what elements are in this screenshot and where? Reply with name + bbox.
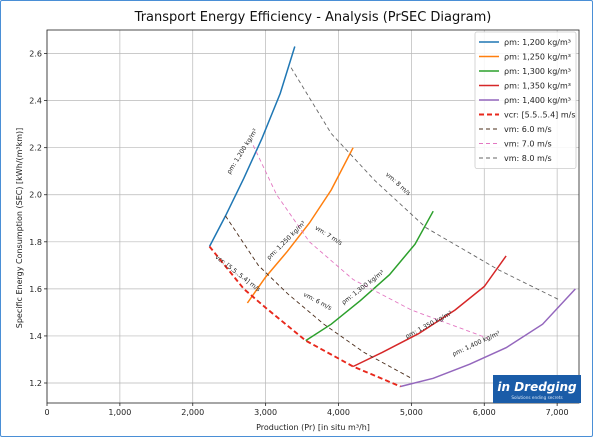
logo-box bbox=[493, 375, 581, 403]
series-line-6 bbox=[225, 215, 412, 379]
legend-entry: ρm: 1,250 kg/m³ bbox=[504, 53, 571, 62]
y-tick-label: 2.0 bbox=[29, 191, 42, 200]
x-tick: 5,000 bbox=[400, 403, 423, 417]
series-line-1 bbox=[246, 147, 354, 304]
series-line-5 bbox=[208, 245, 401, 388]
legend-entry: ρm: 1,300 kg/m³ bbox=[504, 67, 571, 76]
y-tick-label: 1.8 bbox=[29, 238, 42, 247]
legend-entry: vm: 6.0 m/s bbox=[504, 125, 552, 134]
x-tick: 1,000 bbox=[108, 403, 131, 417]
x-tick: 7,000 bbox=[546, 403, 569, 417]
y-tick-label: 1.2 bbox=[29, 379, 42, 388]
series-layer bbox=[208, 46, 576, 388]
y-tick: 2.2 bbox=[29, 144, 47, 153]
y-tick: 1.8 bbox=[29, 238, 47, 247]
legend-entry: vm: 8.0 m/s bbox=[504, 154, 552, 163]
y-tick: 2.4 bbox=[29, 97, 47, 106]
series-line-4 bbox=[400, 288, 576, 388]
series-line-2 bbox=[305, 210, 434, 342]
series-line-3 bbox=[352, 255, 507, 368]
series-line-7 bbox=[252, 145, 489, 339]
y-axis-label: Specific Energy Consumption (SEC) [kWh/(… bbox=[15, 128, 24, 328]
legend-entry: vm: 7.0 m/s bbox=[504, 140, 552, 149]
x-tick: 4,000 bbox=[327, 403, 350, 417]
curve-annotation-6: vm: 6 m/s bbox=[302, 291, 333, 312]
x-axis-label: Production (Pr) [in situ m³/h] bbox=[256, 423, 370, 432]
legend: ρm: 1,200 kg/m³ ρm: 1,250 kg/m³ ρm: 1,300 … bbox=[474, 31, 577, 169]
legend-entry: vcr: [5.5..5.4] m/s bbox=[504, 111, 576, 120]
curve-annotation-0: ρm: 1,200 kg/m³ bbox=[226, 127, 260, 175]
logo-brand: in Dredging bbox=[497, 380, 577, 394]
y-tick-label: 1.6 bbox=[29, 285, 42, 294]
y-tick: 1.2 bbox=[29, 379, 47, 388]
y-tick: 1.4 bbox=[29, 332, 47, 341]
x-tick-label: 5,000 bbox=[400, 408, 423, 417]
x-tick-label: 2,000 bbox=[181, 408, 204, 417]
y-tick: 2.0 bbox=[29, 191, 47, 200]
x-axis-ticks: 0 1,000 2,000 3,000 4,000 5,000 6,000 7,000 bbox=[44, 403, 569, 417]
plot-area bbox=[46, 29, 580, 404]
series-line-8 bbox=[290, 67, 561, 302]
y-tick-label: 2.4 bbox=[29, 97, 42, 106]
legend-box bbox=[474, 31, 577, 169]
curve-annotation-1: ρm: 1,250 kg/m³ bbox=[266, 220, 308, 262]
x-tick: 0 bbox=[44, 403, 50, 417]
curve-annotation-7: vm: 7 m/s bbox=[313, 225, 343, 247]
x-tick-label: 0 bbox=[44, 408, 49, 417]
logo: in Dredging Solutions ending secrets bbox=[493, 375, 581, 403]
x-tick: 3,000 bbox=[254, 403, 277, 417]
chart-title: Transport Energy Efficiency - Analysis (… bbox=[134, 10, 492, 25]
y-tick: 2.6 bbox=[29, 50, 47, 59]
series-line-0 bbox=[208, 46, 296, 247]
y-tick: 1.6 bbox=[29, 285, 47, 294]
logo-tagline: Solutions ending secrets bbox=[511, 395, 562, 400]
x-tick: 2,000 bbox=[181, 403, 204, 417]
legend-entry: ρm: 1,200 kg/m³ bbox=[504, 38, 571, 47]
x-tick-label: 7,000 bbox=[546, 408, 569, 417]
legend-entry: ρm: 1,400 kg/m³ bbox=[504, 96, 571, 105]
y-tick-label: 1.4 bbox=[29, 332, 42, 341]
y-tick-label: 2.2 bbox=[29, 144, 42, 153]
x-tick-label: 6,000 bbox=[473, 408, 496, 417]
x-tick-label: 3,000 bbox=[254, 408, 277, 417]
x-tick-label: 1,000 bbox=[108, 408, 131, 417]
legend-entry: ρm: 1,350 kg/m³ bbox=[504, 82, 571, 91]
x-tick: 6,000 bbox=[473, 403, 496, 417]
y-axis-ticks: 1.2 1.4 1.6 1.8 2.0 2.2 2.4 2.6 bbox=[29, 50, 47, 388]
x-tick-label: 4,000 bbox=[327, 408, 350, 417]
y-tick-label: 2.6 bbox=[29, 50, 42, 59]
curve-annotation-8: vm: 8 m/s bbox=[384, 171, 412, 197]
